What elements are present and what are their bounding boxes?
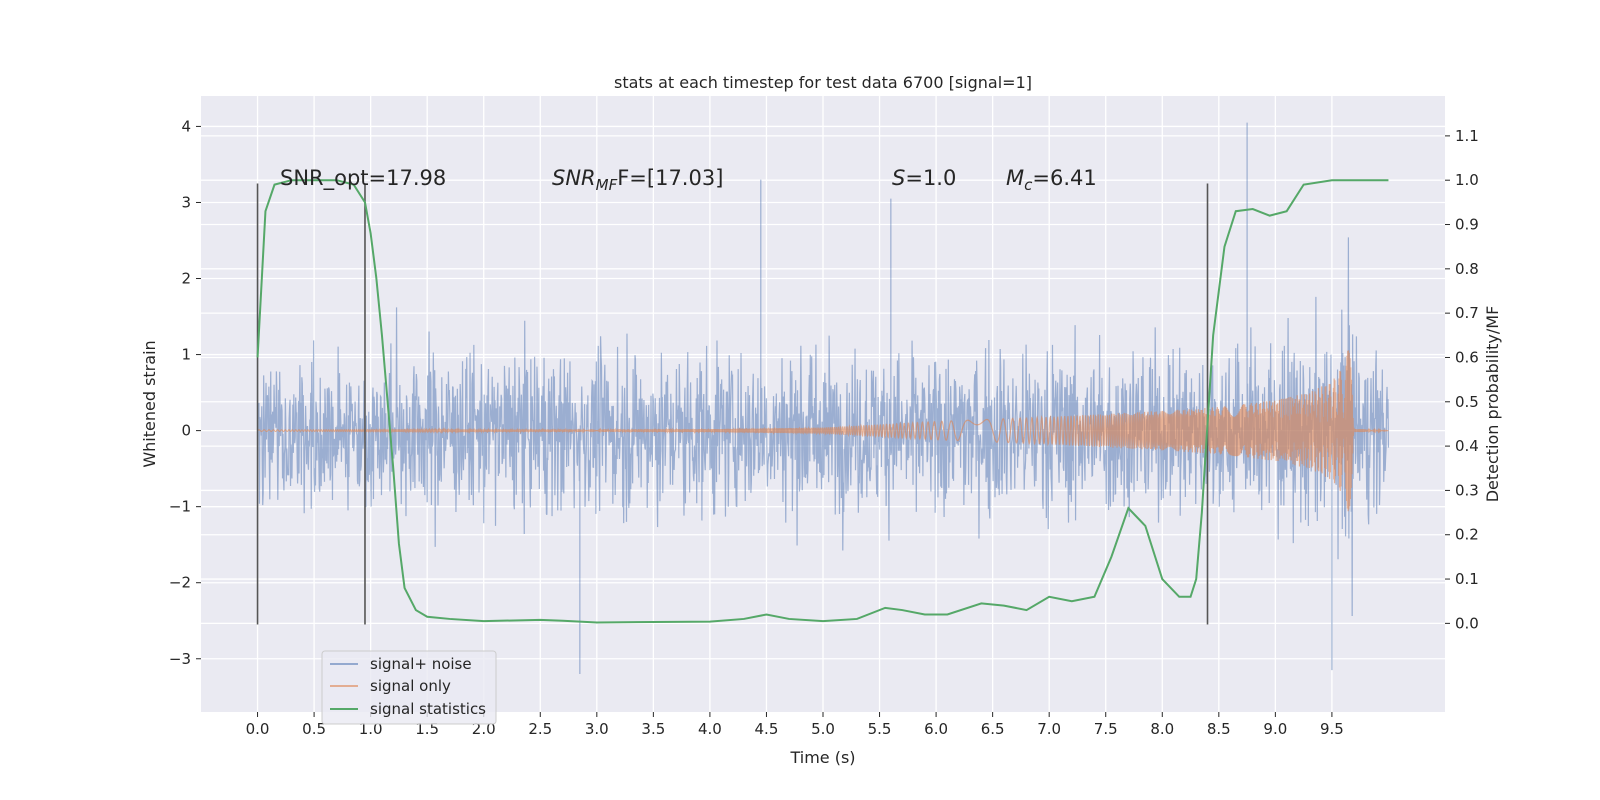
y-tick-label-right-10: 1.0	[1455, 171, 1479, 189]
x-axis-label: Time (s)	[789, 748, 855, 767]
y-tick-label-left-1: −2	[169, 574, 191, 592]
y-tick-label-right-6: 0.6	[1455, 348, 1479, 366]
y-axis-label-right: Detection probability/MF	[1483, 306, 1502, 503]
annotation-snr-mf-sub: MF	[596, 176, 618, 194]
annotation-mc-name: M	[1006, 166, 1024, 190]
x-tick-label-14: 7.0	[1037, 720, 1061, 738]
annotation-mc: Mc=6.41	[1006, 166, 1097, 194]
x-tick-label-1: 0.5	[302, 720, 326, 738]
y-tick-label-right-2: 0.2	[1455, 526, 1479, 544]
legend-label-signal: signal only	[370, 677, 451, 695]
y-ticks-right: 0.0 0.1 0.2 0.3 0.4 0.5 0.6 0.7 0.8 0.9 1.0 1.1	[1445, 127, 1479, 632]
x-tick-label-6: 3.0	[585, 720, 609, 738]
legend: signal+ noise signal only signal statist…	[321, 650, 497, 725]
stat-series	[256, 179, 1389, 624]
y-tick-label-left-7: 4	[181, 117, 191, 135]
y-tick-label-right-1: 0.1	[1455, 570, 1479, 588]
legend-label-noise: signal+ noise	[370, 655, 472, 673]
y-tick-label-right-0: 0.0	[1455, 614, 1479, 632]
y-tick-label-left-2: −1	[169, 498, 191, 516]
y-tick-label-right-4: 0.4	[1455, 437, 1479, 455]
annotation-snr-mf-name: SNR	[552, 166, 596, 190]
y-tick-label-right-9: 0.9	[1455, 216, 1479, 234]
y-tick-label-left-0: −3	[169, 650, 191, 668]
x-tick-label-17: 8.5	[1207, 720, 1231, 738]
y-tick-label-right-3: 0.3	[1455, 481, 1479, 499]
y-axis-label-left: Whitened strain	[140, 340, 159, 467]
y-tick-label-left-5: 2	[181, 270, 191, 288]
x-tick-label-12: 6.0	[924, 720, 948, 738]
annotation-s-name: S	[892, 166, 905, 190]
y-ticks-left: −3 −2 −1 0 1 2 3 4	[169, 117, 201, 668]
x-tick-label-8: 4.0	[698, 720, 722, 738]
x-tick-label-5: 2.5	[528, 720, 552, 738]
stat-line	[256, 179, 1389, 624]
x-tick-label-15: 7.5	[1094, 720, 1118, 738]
annotation-snr-mf-value: F=[17.03]	[617, 166, 723, 190]
y-tick-label-right-11: 1.1	[1455, 127, 1479, 145]
signal-line	[257, 350, 1389, 512]
annotation-mc-value: =6.41	[1032, 166, 1096, 190]
x-tick-label-19: 9.5	[1320, 720, 1344, 738]
y-tick-label-left-6: 3	[181, 193, 191, 211]
y-tick-label-right-5: 0.5	[1455, 393, 1479, 411]
vertical-lines	[256, 183, 1209, 625]
x-tick-label-0: 0.0	[246, 720, 270, 738]
y-tick-label-left-3: 0	[181, 422, 191, 440]
annotation-s: S=1.0	[892, 166, 956, 190]
x-tick-label-18: 9.0	[1263, 720, 1287, 738]
y-tick-label-right-7: 0.7	[1455, 304, 1479, 322]
x-tick-label-11: 5.5	[868, 720, 892, 738]
x-tick-label-7: 3.5	[641, 720, 665, 738]
annotation-snr-opt: SNR_opt=17.98	[280, 166, 446, 191]
x-tick-label-10: 5.0	[811, 720, 835, 738]
x-tick-label-16: 8.0	[1150, 720, 1174, 738]
x-tick-label-9: 4.5	[755, 720, 779, 738]
annotation-mc-sub: c	[1024, 176, 1033, 194]
annotation-s-value: =1.0	[905, 166, 956, 190]
y-tick-label-right-8: 0.8	[1455, 260, 1479, 278]
x-tick-label-13: 6.5	[981, 720, 1005, 738]
y-tick-label-left-4: 1	[181, 346, 191, 364]
chart-title: stats at each timestep for test data 670…	[614, 73, 1032, 92]
annotation-snr-mf: SNRMFF=[17.03]	[552, 166, 723, 194]
legend-box	[321, 650, 497, 725]
legend-label-stat: signal statistics	[370, 700, 486, 718]
signal-series	[257, 350, 1389, 512]
